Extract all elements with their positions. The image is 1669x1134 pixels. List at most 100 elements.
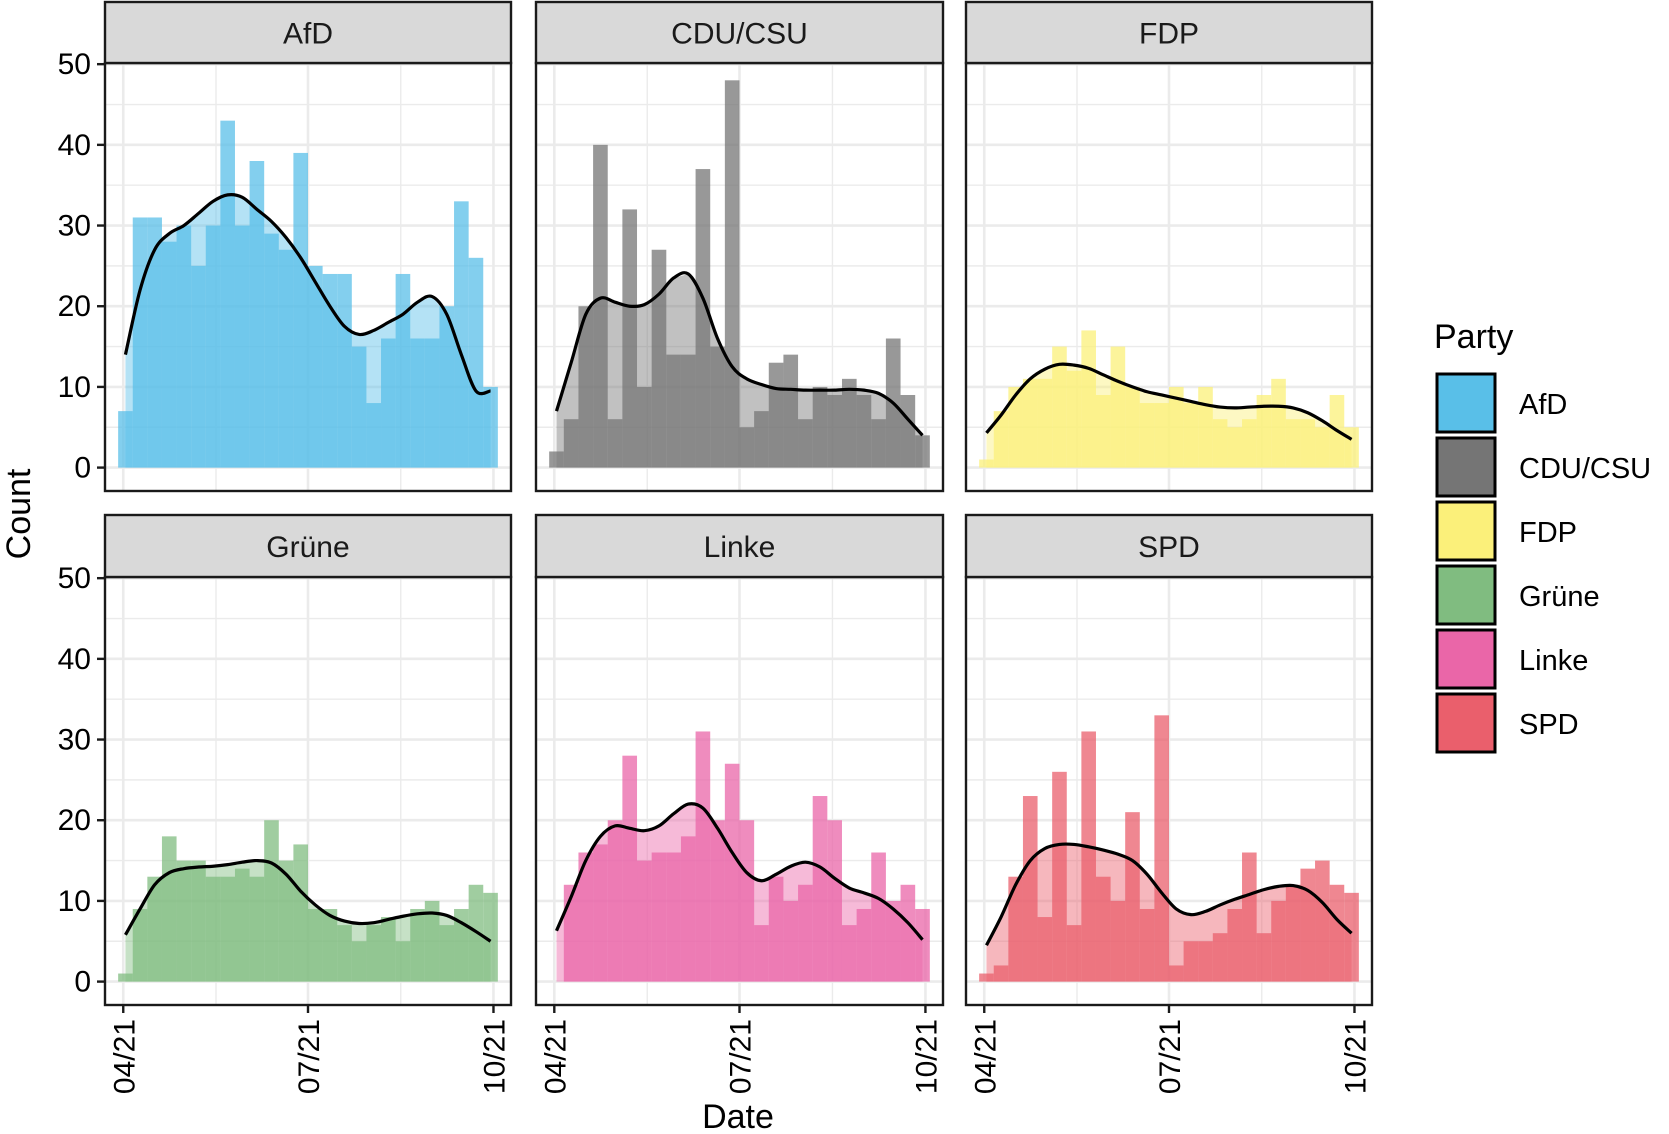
histogram-bar [1271, 378, 1286, 468]
y-tick-label: 40 [58, 643, 91, 676]
legend-item: Grüne [1435, 564, 1600, 626]
histogram-bar [366, 403, 382, 468]
histogram-bar [871, 852, 886, 982]
histogram-bar [205, 876, 221, 982]
y-tick-label: 20 [58, 290, 91, 323]
histogram-bar [220, 120, 235, 468]
legend-keys: AfD CDU/CSU FDP Grüne Linke SPD [1435, 372, 1651, 754]
facet-strip-label: SPD [1138, 531, 1200, 564]
histogram-bar [1110, 346, 1126, 468]
histogram-bar [132, 908, 148, 982]
histogram-bar [381, 338, 396, 468]
histogram-bar [1183, 403, 1199, 468]
facet-strip-label: AfD [283, 18, 333, 51]
histogram-bar [827, 820, 842, 982]
histogram-bar [483, 386, 498, 468]
histogram-bar [439, 925, 455, 982]
histogram-bar [395, 941, 411, 982]
facet-panels: AfD 0 10 20 30 40 50 CDU/CSU FDP Grüne 0 10 20 30 40 50… [58, 0, 1374, 1094]
legend-swatch [1435, 500, 1497, 562]
histogram-bar [1271, 900, 1286, 982]
facet-panel-spd: SPD 04/21 07/21 10/21 [964, 513, 1374, 1094]
histogram-bar [979, 973, 994, 982]
histogram-bar [666, 852, 681, 982]
y-tick-label: 20 [58, 804, 91, 837]
histogram-bar [856, 908, 872, 982]
histogram-bar [293, 844, 308, 982]
histogram-bar [147, 876, 162, 982]
facet-panel-afd: AfD 0 10 20 30 40 50 [58, 0, 513, 493]
histogram-bar [549, 451, 564, 468]
histogram-bar [827, 394, 842, 468]
histogram-bar [1139, 403, 1155, 468]
histogram-bar [578, 306, 594, 468]
legend-swatch [1435, 372, 1497, 434]
x-tick-label: 04/21 [108, 1019, 141, 1094]
histogram-bar [768, 876, 784, 982]
histogram-bar [395, 273, 411, 468]
histogram-bar [1110, 900, 1126, 982]
y-tick-label: 50 [58, 562, 91, 595]
density-line [985, 362, 1353, 441]
histogram-bar [454, 908, 469, 982]
facet-panel-linke: Linke 04/21 07/21 10/21 [534, 513, 945, 1094]
legend-title: Party [1434, 318, 1513, 356]
histogram-bar [293, 152, 308, 468]
histogram-bar [176, 860, 192, 982]
histogram-bar [622, 209, 638, 468]
histogram-bar [900, 884, 916, 982]
legend-swatch [1435, 692, 1497, 754]
facet-strip-label: Linke [704, 531, 776, 564]
x-tick-label: 07/21 [1154, 1019, 1187, 1094]
histogram-bar [1183, 941, 1199, 982]
histogram-bar [118, 411, 133, 468]
legend-label: AfD [1519, 389, 1567, 421]
histogram-bar [278, 860, 294, 982]
facet-panel-cdu-csu: CDU/CSU [534, 0, 945, 493]
histogram-bar [1300, 419, 1316, 468]
facet-panel-gr-ne: Grüne 0 10 20 30 40 50 04/21 07/21 10/21 [58, 513, 513, 1094]
histogram-bar [622, 755, 638, 982]
histogram-bar [885, 900, 901, 982]
histogram-bar [666, 354, 681, 468]
histogram-bar [1329, 884, 1345, 982]
histogram-bar [220, 876, 235, 982]
histogram-bar [1139, 908, 1155, 982]
histogram-bar [1008, 876, 1023, 982]
histogram-bar [651, 852, 667, 982]
histogram-bar [1212, 933, 1228, 982]
histogram-bar [176, 225, 192, 468]
histogram-bar [783, 354, 799, 468]
histogram-bar [754, 411, 769, 468]
histogram-bar [1285, 419, 1301, 468]
histogram-bar [1256, 394, 1272, 468]
histogram-bar [308, 265, 323, 468]
histogram-bar [1095, 394, 1111, 468]
histogram-bar [308, 908, 323, 982]
histogram-bar [578, 852, 594, 982]
histogram-bar [322, 908, 338, 982]
histogram-bar [1315, 860, 1330, 982]
histogram-bar [754, 925, 769, 982]
histogram-bar [1066, 370, 1082, 468]
histogram-bar [1008, 386, 1023, 468]
histogram-bar [351, 941, 367, 982]
histogram-bar [1052, 346, 1067, 468]
histogram-bar [680, 836, 696, 982]
histogram-bar [739, 427, 755, 468]
histogram-bar [768, 362, 784, 468]
facet-strip [964, 513, 1374, 579]
histogram-bar [1198, 386, 1213, 468]
histogram-bar [1095, 876, 1111, 982]
y-axis-title: Count [0, 468, 38, 559]
histogram-bar [337, 925, 352, 982]
density-line [124, 858, 492, 943]
histogram-bar [915, 435, 930, 468]
histogram-bar [132, 217, 148, 468]
y-tick-label: 40 [58, 129, 91, 162]
histogram-bar [1212, 419, 1228, 468]
x-tick-label: 10/21 [478, 1019, 511, 1094]
y-tick-label: 10 [58, 371, 91, 404]
y-tick-label: 30 [58, 210, 91, 243]
